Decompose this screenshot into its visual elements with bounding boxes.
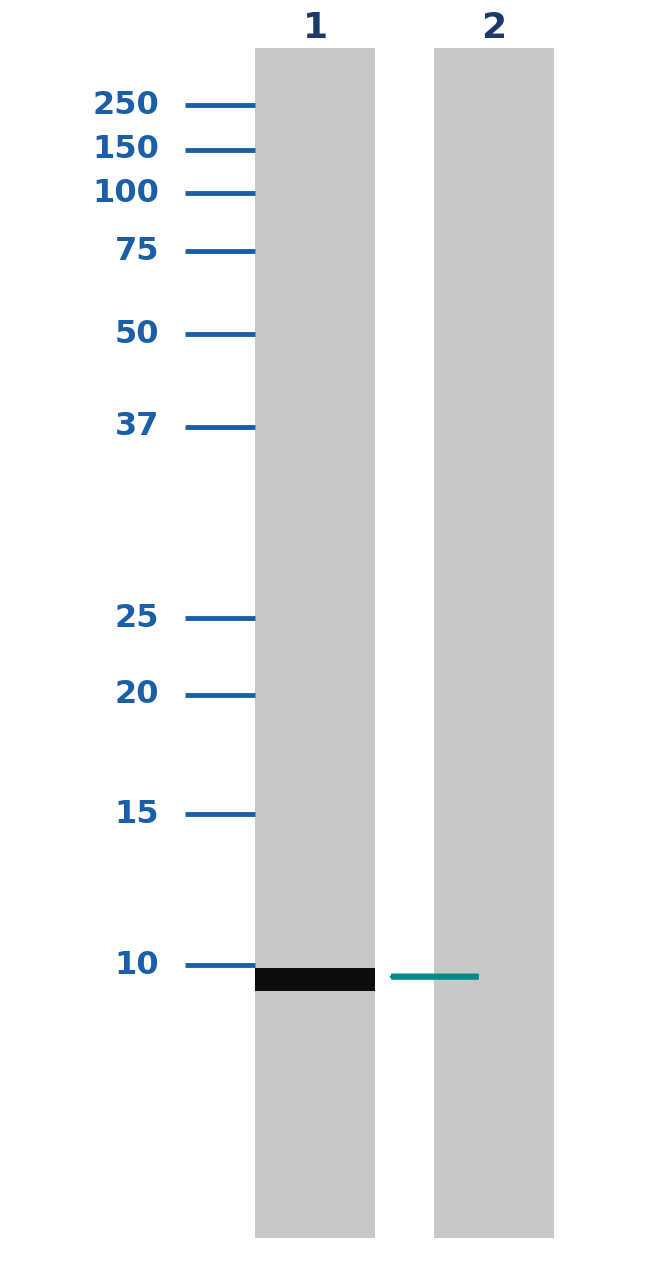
Text: 20: 20 — [115, 679, 159, 710]
Bar — [255, 968, 375, 991]
Text: 250: 250 — [92, 90, 159, 121]
Text: 37: 37 — [115, 411, 159, 442]
Text: 1: 1 — [303, 11, 328, 44]
Text: 10: 10 — [114, 950, 159, 980]
Text: 2: 2 — [482, 11, 506, 44]
Text: 50: 50 — [115, 319, 159, 349]
Bar — [434, 48, 554, 1238]
Text: 150: 150 — [92, 135, 159, 165]
Bar — [255, 48, 375, 1238]
Text: 75: 75 — [115, 236, 159, 267]
Text: 25: 25 — [115, 603, 159, 634]
Text: 15: 15 — [114, 799, 159, 829]
Text: 100: 100 — [92, 178, 159, 208]
